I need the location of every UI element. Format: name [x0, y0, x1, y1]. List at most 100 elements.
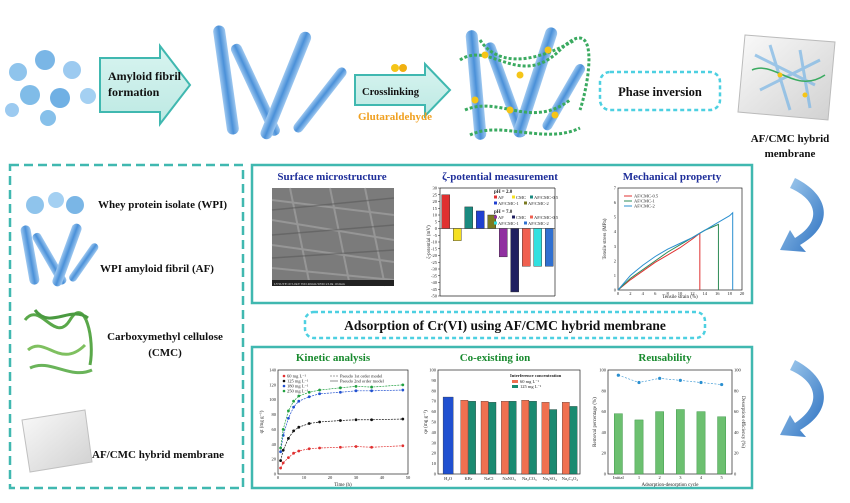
coion-bar — [521, 400, 530, 475]
reuse-frame — [607, 369, 733, 475]
curved-arrow-bottom — [780, 360, 824, 437]
coion-ylabel: qe (mg g⁻¹) — [423, 410, 429, 434]
kinetic-xtick-label: 50 — [406, 475, 411, 480]
zeta-ytick-label: 30 — [433, 186, 438, 191]
reuse-xtick-label: 2 — [659, 475, 661, 480]
reuse-title: Reusability — [638, 352, 692, 364]
kinetic-point — [281, 428, 285, 431]
zeta-ytick-label: -30 — [431, 267, 438, 272]
zeta-legend-label: CMC — [516, 195, 526, 200]
coion-ytick-label: 100 — [429, 368, 437, 373]
zeta-ytick-label: 5 — [435, 219, 438, 224]
kinetic-point — [339, 419, 342, 422]
reuse-ytick-right-label: 20 — [734, 451, 739, 456]
zeta-legend-swatch — [494, 215, 497, 219]
kinetic-point — [287, 436, 290, 440]
reuse-xtick-label: Initial — [613, 475, 624, 480]
coion-xtick-label: KBr — [465, 476, 473, 481]
zeta-ylabel: ζ-potential (mV) — [426, 225, 432, 259]
kinetic-point — [292, 405, 295, 409]
wpi-cluster-icon — [5, 50, 96, 126]
membrane-legend-icon — [21, 409, 93, 473]
kinetic-ytick-label: 40 — [272, 442, 277, 447]
mech-ytick-label: 2 — [614, 258, 616, 263]
reuse-point — [658, 376, 662, 380]
zeta-ytick-label: -20 — [431, 253, 438, 258]
crosslinked-network-icon — [459, 27, 591, 140]
glutaraldehyde-label: Glutaraldehyde — [358, 111, 432, 123]
coion-ytick-label: 70 — [432, 399, 437, 404]
sem-caption: LYSUTE10 5.0kV WD 40mm SEM x3.0k 10.0um — [274, 282, 345, 286]
kinetic-legend-swatch — [282, 384, 286, 388]
kinetic-point — [307, 447, 311, 451]
zeta-ytick-label: -50 — [431, 294, 438, 299]
kinetic-point — [281, 448, 285, 452]
mech-ytick-label: 6 — [614, 200, 617, 205]
kinetic-point — [287, 456, 290, 460]
kinetic-point — [297, 449, 301, 453]
legend-cmc-line1: Carboxymethyl cellulose — [107, 331, 223, 343]
reuse-line — [618, 374, 722, 385]
kinetic-point — [401, 388, 405, 392]
kinetic-ytick-label: 60 — [272, 427, 277, 432]
kinetic-legend-label: 250 mg L⁻¹ — [287, 389, 309, 394]
kinetic-title: Kinetic analysis — [296, 352, 371, 364]
mech-ytick-label: 3 — [614, 244, 617, 249]
zeta-legend-label: AF/CMC-0.5 — [534, 195, 559, 200]
reuse-ylabel: Removal percentage (%) — [593, 397, 598, 447]
reuse-xtick-label: 4 — [700, 475, 703, 480]
kinetic-legend-swatch — [282, 389, 286, 393]
mech-xtick-label: 0 — [617, 291, 620, 296]
kinetic-point — [354, 418, 358, 422]
coion-bar — [569, 406, 578, 475]
kinetic-point — [401, 444, 405, 448]
reuse-bar — [655, 411, 664, 475]
kinetic-legend-label: 180 mg L⁻¹ — [287, 384, 309, 389]
reuse-ytick-right-label: 80 — [734, 388, 739, 393]
coion-bar — [529, 401, 537, 475]
crosslinking-arrow: Crosslinking Glutaraldehyde — [354, 61, 452, 123]
coion-bar — [541, 402, 550, 475]
kinetic-ytick-label: 120 — [269, 382, 277, 387]
membrane-label-line2: membrane — [765, 148, 816, 160]
step1-line1: Amyloid fibril — [108, 69, 182, 83]
mech-xtick-label: 16 — [715, 291, 720, 296]
zeta-legend-swatch — [524, 221, 527, 225]
reuse-bar — [676, 409, 685, 475]
kinetic-point — [292, 451, 295, 455]
coion-ytick-label: 90 — [432, 378, 437, 383]
kinetic-point — [279, 450, 282, 454]
zeta-ytick-label: -15 — [431, 246, 438, 251]
zeta-title: ζ-potential measurement — [442, 171, 558, 183]
coion-ytick-label: 0 — [434, 472, 437, 477]
kinetic-point — [297, 394, 301, 398]
crosslinking-label: Crosslinking — [362, 87, 420, 98]
zeta-ytick-label: 10 — [433, 213, 438, 218]
zeta-ytick-label: 0 — [435, 226, 438, 231]
kinetic-point — [307, 390, 311, 394]
mech-xtick-label: 20 — [740, 291, 745, 296]
reuse-point — [678, 378, 682, 382]
coion-ytick-label: 40 — [432, 430, 437, 435]
phase-inversion-box: Phase inversion — [598, 70, 722, 112]
kinetic-point — [354, 384, 358, 388]
mech-xtick-label: 4 — [642, 291, 645, 296]
zeta-bar — [533, 228, 542, 267]
mech-legend-label: AF/CMC-2 — [634, 204, 655, 209]
reuse-ytick-right-label: 100 — [734, 368, 742, 373]
kinetic-point — [370, 385, 373, 389]
zeta-legend-heading: pH = 2.0 — [494, 190, 513, 195]
coion-legend-label: 125 mg L⁻¹ — [520, 384, 542, 389]
kinetic-ytick-label: 100 — [269, 397, 277, 402]
reuse-xtick-label: 5 — [721, 475, 724, 480]
mech-series-line — [617, 223, 719, 291]
kinetic-xtick-label: 0 — [277, 475, 280, 480]
coion-ytick-label: 60 — [432, 409, 437, 414]
zeta-legend-swatch — [530, 215, 533, 219]
wpi-legend-icon — [26, 192, 84, 214]
zeta-legend-label: AF/CMC-2 — [528, 221, 549, 226]
coion-xtick-label: NaCl — [484, 476, 494, 481]
zeta-bar — [464, 206, 473, 229]
zeta-legend-swatch — [512, 195, 515, 199]
reuse-ylabel-right: Desorption efficiency (%) — [740, 396, 745, 448]
